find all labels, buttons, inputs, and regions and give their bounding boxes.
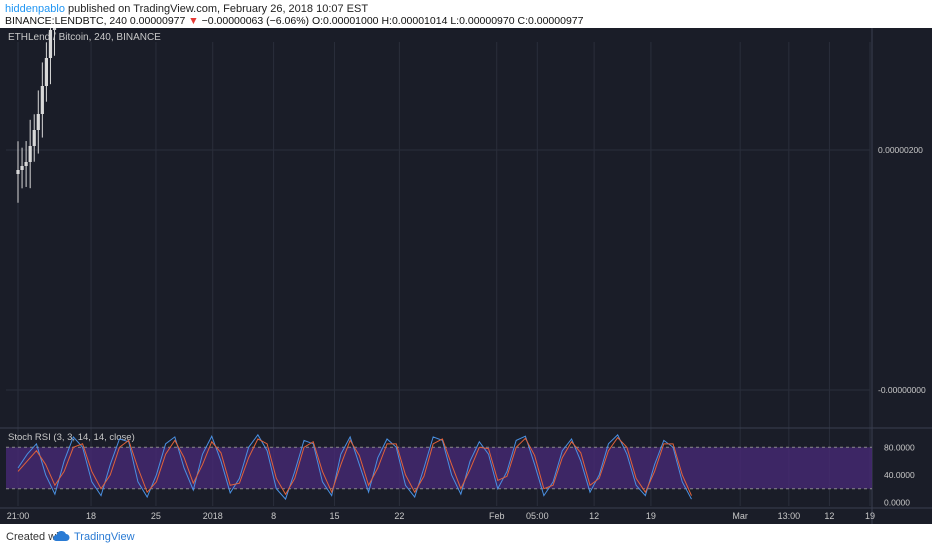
tradingview-cloud-icon [53, 530, 70, 541]
down-arrow-icon: ▼ [188, 15, 199, 27]
x-tick-label: 8 [271, 511, 276, 521]
candle-body [36, 114, 40, 130]
x-tick-label: 12 [589, 511, 599, 521]
tradingview-link[interactable]: TradingView [74, 531, 135, 543]
x-tick-label: 05:00 [526, 511, 549, 521]
candle-body [52, 28, 57, 30]
candle-body [40, 86, 44, 114]
x-tick-label: 12 [824, 511, 834, 521]
author-link[interactable]: hiddenpablo [5, 3, 65, 15]
publish-info: published on TradingView.com, February 2… [68, 3, 369, 15]
candle-body [32, 130, 36, 146]
rsi-tick-label: 80.0000 [884, 442, 915, 452]
rsi-tick-label: 0.0000 [884, 498, 910, 508]
x-tick-label: Mar [732, 511, 748, 521]
created-with-label: Created with [6, 531, 68, 543]
x-tick-label: 21:00 [7, 511, 30, 521]
price-change: −0.00000063 (−6.06%) [201, 15, 310, 27]
x-tick-label: 25 [151, 511, 161, 521]
candle-body [16, 170, 20, 174]
x-tick-label: 22 [394, 511, 404, 521]
stoch-d-line [17, 436, 692, 496]
candle-body [44, 58, 48, 86]
stoch-rsi-band [6, 447, 872, 489]
price-chart-svg[interactable]: ETHLend / Bitcoin, 240, BINANCE(1)(2)(3)… [0, 28, 932, 524]
rsi-tick-label: 40.0000 [884, 470, 915, 480]
stoch-rsi-title: Stoch RSI (3, 3, 14, 14, close) [8, 432, 135, 443]
x-tick-label: 19 [865, 511, 875, 521]
x-tick-label: 18 [86, 511, 96, 521]
y-tick-label: -0.00000000 [878, 385, 926, 395]
x-tick-label: 15 [329, 511, 339, 521]
candle-body [24, 162, 28, 166]
symbol-label: BINANCE:LENDBTC, 240 [5, 15, 127, 27]
x-tick-label: 2018 [203, 511, 223, 521]
x-tick-label: 19 [646, 511, 656, 521]
chart-canvas[interactable]: ETHLend / Bitcoin, 240, BINANCE(1)(2)(3)… [0, 28, 932, 524]
ohlc-values: O:0.00001000 H:0.00001014 L:0.00000970 C… [311, 15, 584, 27]
candle-body [28, 146, 32, 162]
chart-header: hiddenpablo published on TradingView.com… [0, 0, 932, 28]
publish-line: hiddenpablo published on TradingView.com… [5, 3, 368, 15]
stoch-k-line [17, 433, 692, 501]
chart-title: ETHLend / Bitcoin, 240, BINANCE [8, 32, 161, 43]
candle-body [20, 166, 24, 170]
symbol-line: BINANCE:LENDBTC, 240 0.00000977 ▼ −0.000… [5, 15, 583, 27]
candle-body [48, 30, 53, 58]
last-price: 0.00000977 [129, 15, 186, 27]
y-tick-label: 0.00000200 [878, 145, 923, 155]
chart-footer: Created with TradingView [0, 524, 932, 550]
x-tick-label: 13:00 [778, 511, 801, 521]
x-tick-label: Feb [489, 511, 505, 521]
